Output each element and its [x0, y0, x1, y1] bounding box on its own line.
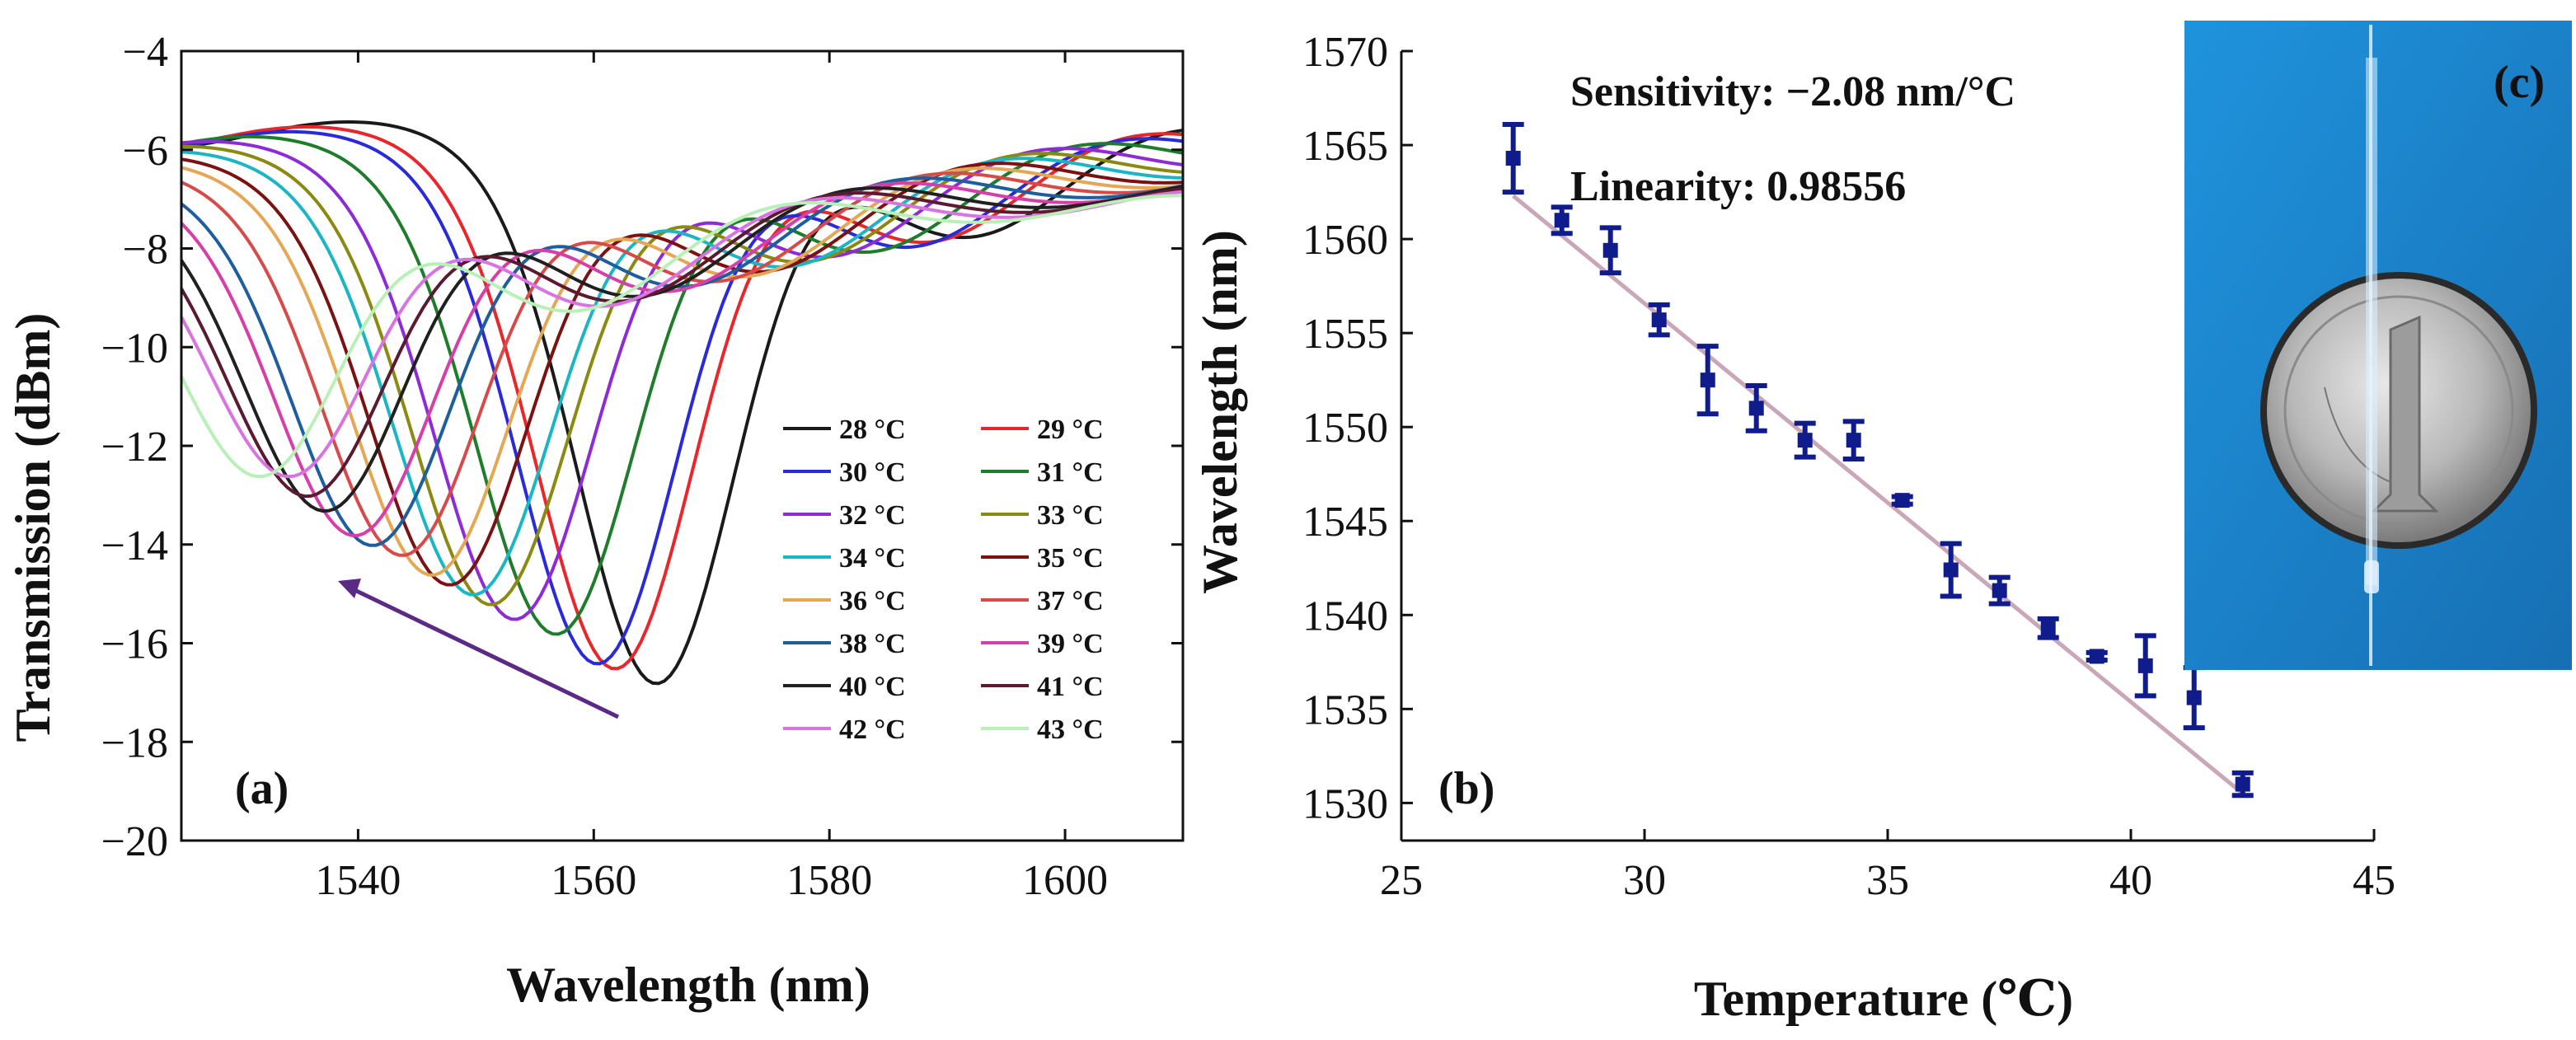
legend-entry: 28 °C: [839, 415, 906, 445]
panel-a-ytick-label: −20: [101, 818, 168, 865]
legend-entry: 32 °C: [839, 500, 906, 531]
data-point: [2089, 649, 2104, 664]
optical-fiber-icon: [2364, 25, 2379, 666]
fit-line: [1512, 194, 2245, 795]
curve-34c: [181, 150, 1184, 597]
shift-arrow-head: [338, 579, 361, 598]
curve-33c: [181, 144, 1184, 607]
panel-a-ytick-label: −18: [101, 719, 168, 766]
data-point: [2040, 621, 2056, 636]
panel-a-curves: [180, 120, 1184, 686]
data-point: [1748, 401, 1764, 416]
curve-42c: [180, 190, 1184, 479]
shift-arrow-line: [346, 584, 620, 719]
panel-a-ytick-label: −14: [101, 522, 168, 569]
panel-b-xtick-label: 35: [1866, 857, 1909, 904]
panel-a-transmission-chart: Transmission (dBm) Wavelength (nm) −20 −1…: [6, 29, 1185, 1012]
curve-31c: [181, 134, 1184, 636]
data-point: [1797, 433, 1813, 448]
data-point: [1651, 312, 1667, 328]
panel-b-fit: [1512, 194, 2245, 795]
legend-entry: 37 °C: [1037, 586, 1104, 616]
data-point: [1894, 493, 1910, 508]
curve-39c: [180, 181, 1184, 537]
curve-28c: [181, 120, 1184, 686]
panel-a-axes: −20 −18 −16 −14 −12 −10 −8 −6 −4 1540 1560 1580 1600: [101, 29, 1185, 904]
legend-entry: 31 °C: [1037, 457, 1104, 488]
legend-entry: 42 °C: [839, 714, 906, 745]
panel-a-ytick-label: −4: [123, 29, 168, 76]
panel-a-ytick-label: −6: [123, 128, 168, 175]
panel-b-xtick-label: 30: [1623, 857, 1666, 904]
panel-b-xtick-label: 40: [2109, 857, 2152, 904]
data-point: [2137, 658, 2153, 673]
panel-c-photo: (c): [2184, 21, 2572, 670]
legend-entry: 29 °C: [1037, 415, 1104, 445]
panel-b-wavelength-chart: Wavelength (nm) Temperature (℃) 1530 1535…: [1193, 29, 2395, 1026]
legend-entry: 39 °C: [1037, 629, 1104, 659]
curve-40c: [180, 185, 1184, 513]
panel-a-xlabel: Wavelength (nm): [506, 958, 870, 1012]
data-point: [2186, 690, 2202, 705]
panel-b-ytick-label: 1535: [1302, 686, 1388, 733]
panel-b-ytick-label: 1540: [1302, 593, 1388, 639]
data-point: [1602, 242, 1618, 258]
legend-entry: 40 °C: [839, 672, 906, 702]
panel-b-ytick-label: 1555: [1302, 311, 1388, 358]
panel-b-xtick-label: 25: [1380, 857, 1423, 904]
legend-entry: 34 °C: [839, 543, 906, 574]
curve-41c: [180, 187, 1184, 499]
curve-38c: [180, 176, 1184, 547]
panel-a-ytick-label: −10: [101, 325, 168, 372]
panel-a-xtick-label: 1600: [1022, 857, 1108, 904]
data-point: [1992, 583, 2007, 598]
panel-a-ytick-label: −12: [101, 424, 168, 471]
panel-a-legend: 28 °C 29 °C 30 °C 31 °C 32 °C 33 °C 34 °C 35 °C…: [783, 415, 1104, 745]
data-point: [1846, 433, 1861, 448]
panel-b-ytick-label: 1545: [1302, 499, 1388, 546]
curve-43c: [180, 194, 1184, 479]
panel-b-ytick-label: 1570: [1302, 29, 1388, 76]
panel-a-ytick-label: −16: [101, 621, 168, 668]
legend-entry: 43 °C: [1037, 714, 1104, 745]
data-point: [2235, 776, 2250, 792]
data-point: [1943, 562, 1959, 578]
panel-b-ylabel: Wavelength (nm): [1193, 230, 1247, 594]
legend-entry: 33 °C: [1037, 500, 1104, 531]
panel-b-axes: 1530 1535 1540 1545 1550 1555 1560 1565 1570 25 30…: [1302, 29, 2395, 904]
data-point: [1505, 151, 1521, 166]
panel-b-ytick-label: 1530: [1302, 780, 1388, 827]
legend-entry: 41 °C: [1037, 672, 1104, 702]
legend-entry: 30 °C: [839, 457, 906, 488]
panel-c-label: (c): [2494, 57, 2545, 108]
data-point: [1700, 372, 1715, 388]
panel-b-ytick-label: 1550: [1302, 405, 1388, 452]
coin-icon: [2260, 272, 2537, 549]
panel-b-xlabel: Temperature (℃): [1694, 972, 2073, 1026]
linearity-annotation: Linearity: 0.98556: [1570, 163, 1906, 210]
panel-b-ytick-label: 1565: [1302, 123, 1388, 170]
legend-entry: 38 °C: [839, 629, 906, 659]
panel-b-xtick-label: 45: [2353, 857, 2395, 904]
legend-entry: 36 °C: [839, 586, 906, 616]
sensitivity-annotation: Sensitivity: −2.08 nm/°C: [1570, 68, 2015, 115]
data-point: [1554, 213, 1570, 228]
legend-entry: 35 °C: [1037, 543, 1104, 574]
panel-b-ytick-label: 1560: [1302, 217, 1388, 264]
panel-a-xtick-label: 1540: [315, 857, 401, 904]
panel-b-label: (b): [1438, 763, 1494, 814]
panel-a-xtick-label: 1560: [551, 857, 636, 904]
panel-a-label: (a): [235, 763, 289, 814]
panel-a-ytick-label: −8: [123, 227, 168, 274]
panel-a-ylabel: Transmission (dBm): [6, 313, 60, 743]
panel-a-xtick-label: 1580: [786, 857, 872, 904]
panel-b-points: [1502, 121, 2254, 799]
